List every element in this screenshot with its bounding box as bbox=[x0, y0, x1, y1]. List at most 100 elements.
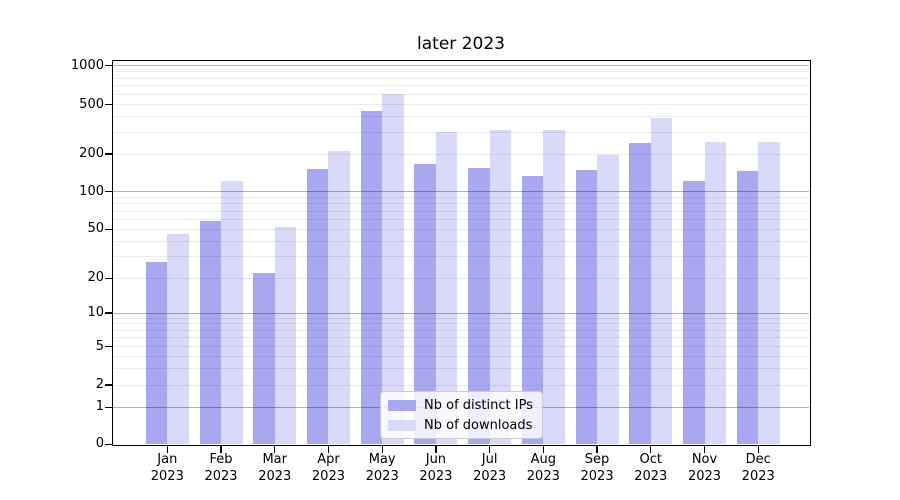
y-tick-label-20: 20 bbox=[87, 270, 104, 286]
bar-nb-of-downloads-jan-2023 bbox=[167, 233, 189, 445]
bar-nb-of-downloads-aug-2023 bbox=[543, 129, 565, 445]
y-tick-label-200: 200 bbox=[79, 146, 104, 161]
minor-gridline-90 bbox=[113, 196, 809, 198]
minor-gridline-300 bbox=[113, 131, 809, 133]
y-tick-mark-5 bbox=[105, 346, 112, 348]
y-tick-mark-2 bbox=[105, 384, 112, 386]
x-tick-mark-mar-2023 bbox=[274, 445, 276, 453]
x-tick-label-oct-2023: Oct 2023 bbox=[634, 452, 668, 484]
x-tick-mark-dec-2023 bbox=[757, 445, 759, 453]
legend-label-downloads: Nb of downloads bbox=[424, 417, 533, 433]
x-tick-label-dec-2023: Dec 2023 bbox=[741, 452, 775, 484]
x-tick-label-feb-2023: Feb 2023 bbox=[204, 452, 238, 484]
bar-nb-of-downloads-jun-2023 bbox=[435, 132, 458, 445]
y-tick-mark-200 bbox=[105, 153, 112, 155]
minor-gridline-9 bbox=[113, 317, 809, 319]
legend-swatch-downloads-icon bbox=[388, 419, 416, 431]
bar-nb-of-distinct-ips-sep-2023 bbox=[575, 170, 598, 445]
minor-gridline-4 bbox=[113, 355, 809, 357]
minor-gridline-600 bbox=[113, 93, 809, 95]
minor-gridline-7 bbox=[113, 329, 809, 331]
y-tick-label-50: 50 bbox=[87, 221, 104, 237]
bar-nb-of-downloads-feb-2023 bbox=[221, 180, 243, 445]
x-tick-label-mar-2023: Mar 2023 bbox=[258, 452, 292, 484]
minor-gridline-70 bbox=[113, 210, 809, 212]
bar-nb-of-downloads-nov-2023 bbox=[704, 141, 726, 445]
y-tick-mark-500 bbox=[105, 103, 112, 106]
y-tick-mark-20 bbox=[105, 277, 112, 279]
bar-nb-of-downloads-dec-2023 bbox=[758, 141, 780, 445]
major-gridline-1000 bbox=[113, 65, 809, 66]
y-tick-label-1000: 1000 bbox=[70, 57, 104, 73]
bar-nb-of-downloads-may-2023 bbox=[382, 94, 404, 445]
x-tick-mark-aug-2023 bbox=[542, 445, 544, 453]
y-tick-mark-1 bbox=[105, 406, 112, 408]
x-tick-mark-apr-2023 bbox=[327, 445, 330, 453]
minor-gridline-20 bbox=[113, 277, 809, 279]
x-tick-label-apr-2023: Apr 2023 bbox=[311, 452, 345, 484]
x-tick-label-jun-2023: Jun 2023 bbox=[419, 452, 453, 484]
y-tick-label-2: 2 bbox=[95, 377, 104, 392]
minor-gridline-500 bbox=[113, 104, 809, 105]
x-tick-mark-jun-2023 bbox=[435, 445, 437, 453]
minor-gridline-900 bbox=[113, 70, 809, 72]
bar-nb-of-downloads-oct-2023 bbox=[650, 117, 673, 445]
x-tick-label-may-2023: May 2023 bbox=[365, 452, 399, 484]
bar-nb-of-downloads-sep-2023 bbox=[597, 154, 619, 445]
y-tick-mark-100 bbox=[105, 191, 112, 193]
minor-gridline-60 bbox=[113, 218, 809, 220]
y-tick-label-0: 0 bbox=[95, 436, 104, 452]
bar-nb-of-distinct-ips-apr-2023 bbox=[306, 168, 329, 445]
bar-nb-of-distinct-ips-feb-2023 bbox=[199, 221, 222, 445]
x-tick-mark-feb-2023 bbox=[220, 445, 222, 453]
bar-nb-of-downloads-jul-2023 bbox=[489, 129, 512, 445]
minor-gridline-800 bbox=[113, 77, 809, 79]
legend-item-downloads: Nb of downloads bbox=[388, 417, 535, 433]
minor-gridline-30 bbox=[113, 256, 809, 258]
y-tick-mark-50 bbox=[105, 228, 112, 230]
minor-gridline-40 bbox=[113, 240, 809, 242]
y-tick-mark-0 bbox=[105, 443, 112, 445]
x-tick-mark-sep-2023 bbox=[596, 445, 598, 453]
minor-gridline-80 bbox=[113, 203, 809, 205]
legend-item-distinct-ips: Nb of distinct IPs bbox=[388, 397, 535, 413]
bar-nb-of-distinct-ips-may-2023 bbox=[360, 110, 383, 445]
bar-nb-of-distinct-ips-jun-2023 bbox=[414, 164, 436, 445]
y-tick-label-100: 100 bbox=[79, 183, 104, 199]
x-tick-mark-may-2023 bbox=[381, 445, 383, 453]
bar-nb-of-distinct-ips-jan-2023 bbox=[145, 262, 168, 445]
x-tick-mark-nov-2023 bbox=[703, 445, 706, 453]
bar-nb-of-distinct-ips-aug-2023 bbox=[521, 176, 544, 445]
minor-gridline-400 bbox=[113, 116, 809, 118]
legend-label-distinct-ips: Nb of distinct IPs bbox=[424, 397, 533, 413]
y-tick-mark-1000 bbox=[105, 64, 112, 67]
y-tick-label-500: 500 bbox=[79, 96, 104, 112]
x-tick-label-aug-2023: Aug 2023 bbox=[526, 452, 560, 484]
x-tick-mark-jan-2023 bbox=[166, 445, 168, 453]
bar-nb-of-downloads-apr-2023 bbox=[328, 151, 350, 445]
y-tick-label-5: 5 bbox=[95, 338, 104, 354]
y-tick-label-10: 10 bbox=[87, 305, 104, 320]
chart-title: later 2023 bbox=[417, 34, 505, 54]
minor-gridline-700 bbox=[113, 85, 809, 87]
x-tick-label-jul-2023: Jul 2023 bbox=[473, 452, 507, 484]
x-tick-mark-oct-2023 bbox=[650, 445, 652, 453]
minor-gridline-200 bbox=[113, 153, 809, 155]
legend-swatch-distinct-ips-icon bbox=[388, 399, 416, 411]
legend: Nb of distinct IPs Nb of downloads bbox=[380, 391, 543, 439]
x-tick-label-sep-2023: Sep 2023 bbox=[580, 452, 614, 484]
minor-gridline-50 bbox=[113, 228, 809, 230]
minor-gridline-5 bbox=[113, 346, 809, 348]
major-gridline-10 bbox=[113, 312, 809, 314]
y-tick-mark-10 bbox=[105, 312, 112, 314]
minor-gridline-3 bbox=[113, 367, 809, 369]
major-gridline-100 bbox=[113, 191, 809, 193]
bar-nb-of-distinct-ips-jul-2023 bbox=[468, 167, 490, 445]
minor-gridline-8 bbox=[113, 323, 809, 325]
x-tick-label-jan-2023: Jan 2023 bbox=[150, 452, 184, 484]
